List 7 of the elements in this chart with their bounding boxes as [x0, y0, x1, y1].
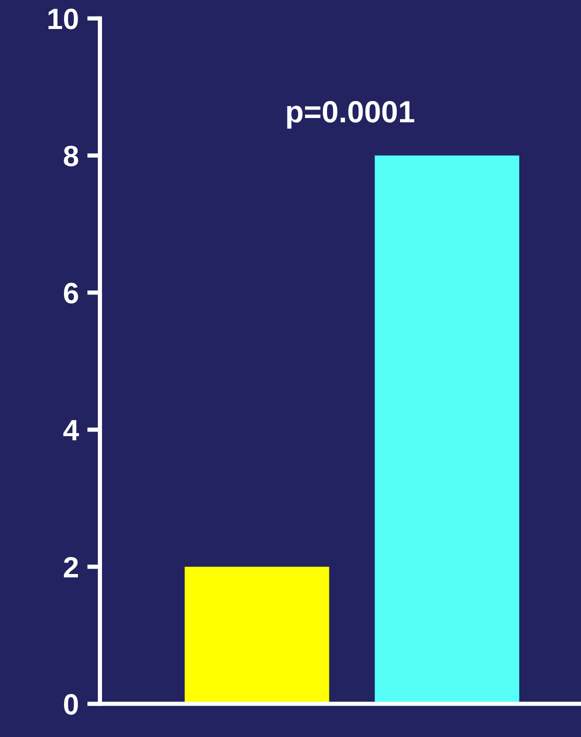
annotation: p=0.0001 — [287, 100, 414, 129]
y-tick-label: 10 — [48, 8, 78, 30]
y-tick-label: 8 — [64, 146, 78, 166]
y-tick-label: 6 — [64, 282, 78, 304]
y-tick-label: 4 — [63, 420, 79, 440]
y-tick-label: 2 — [64, 556, 78, 578]
y-tick-label: 0 — [64, 694, 78, 715]
